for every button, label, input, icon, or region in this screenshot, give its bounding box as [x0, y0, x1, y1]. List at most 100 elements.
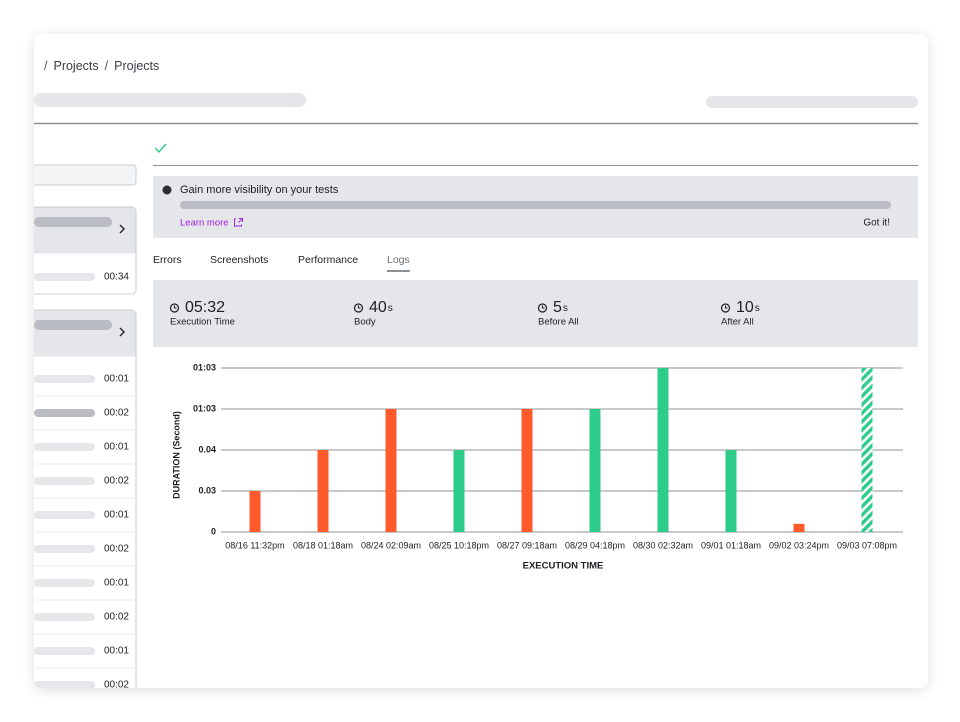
dismiss-button[interactable]: Got it! — [863, 218, 890, 229]
placeholder — [706, 96, 918, 108]
y-tick-label: 0 — [211, 526, 216, 536]
clock-icon — [537, 303, 548, 313]
content: Gain more visibility on your tests Learn… — [10, 59, 918, 691]
bar[interactable] — [589, 409, 601, 532]
placeholder — [34, 93, 306, 107]
stat-label: After All — [721, 317, 754, 328]
placeholder — [34, 320, 112, 330]
clock-icon — [720, 303, 731, 313]
test-duration[interactable]: 00:02 — [104, 544, 129, 555]
x-tick-label: 08/18 01:18am — [293, 540, 353, 550]
clock-hand — [542, 305, 545, 309]
stat-label: Body — [354, 317, 376, 328]
test-duration[interactable]: 00:01 — [104, 646, 129, 657]
placeholder — [34, 477, 95, 485]
test-duration[interactable]: 00:02 — [104, 612, 129, 623]
tab[interactable]: Screenshots — [210, 254, 268, 266]
placeholder — [34, 217, 112, 227]
tab[interactable]: Errors — [153, 254, 182, 266]
stat-number: 5 — [553, 299, 562, 316]
banner-title: Gain more visibility on your tests — [180, 184, 339, 196]
breadcrumb: / Projects / Projects — [44, 59, 159, 73]
clock-hand — [725, 305, 728, 309]
x-tick-label: 09/03 07:08pm — [837, 540, 897, 550]
check-icon — [154, 143, 167, 154]
stat-number: 40 — [369, 299, 387, 316]
bar[interactable] — [793, 523, 805, 532]
x-tick-label: 08/30 02:32am — [633, 540, 693, 550]
bar[interactable] — [385, 409, 397, 532]
breadcrumb-item[interactable]: Projects — [53, 59, 98, 73]
external-icon — [234, 218, 243, 227]
stat-value: 40s — [369, 299, 393, 316]
test-duration[interactable]: 00:02 — [104, 476, 129, 487]
x-tick-label: 08/25 10:18pm — [429, 540, 489, 550]
y-tick-label: 0.03 — [198, 485, 216, 495]
bar[interactable] — [657, 368, 669, 532]
y-tick-label: 01:03 — [193, 362, 216, 372]
group-header[interactable] — [11, 207, 136, 254]
x-tick-label: 09/02 03:24pm — [769, 540, 829, 550]
stat-number: 05:32 — [185, 299, 225, 316]
x-tick-label: 08/24 02:09am — [361, 540, 421, 550]
placeholder — [34, 613, 95, 621]
y-tick-label: 0.04 — [198, 444, 216, 454]
test-duration[interactable]: 00:34 — [104, 272, 129, 283]
stat-unit: s — [563, 303, 568, 314]
bar[interactable] — [725, 450, 737, 532]
x-tick-label: 08/27 09:18am — [497, 540, 557, 550]
breadcrumb-item[interactable]: Projects — [114, 59, 159, 73]
y-tick-label: 01:03 — [193, 403, 216, 413]
stats-panel — [153, 280, 918, 347]
search-box[interactable] — [10, 164, 137, 186]
x-tick-label: 09/01 01:18am — [701, 540, 761, 550]
clock-icon — [353, 303, 364, 313]
group-header[interactable] — [11, 310, 136, 357]
clock-hand — [358, 305, 361, 309]
bar[interactable] — [453, 450, 465, 532]
stat-number: 10 — [736, 299, 754, 316]
x-axis-title: EXECUTION TIME — [523, 561, 604, 572]
placeholder — [34, 579, 95, 587]
stat-unit: s — [755, 303, 760, 314]
placeholder — [34, 511, 95, 519]
info-icon — [162, 185, 172, 195]
chevron-icon — [119, 327, 126, 337]
placeholder — [34, 375, 95, 383]
clock-hand — [174, 305, 177, 309]
placeholder — [34, 409, 95, 417]
tab[interactable]: Logs — [387, 254, 410, 266]
placeholder — [34, 681, 95, 688]
stat-label: Before All — [538, 317, 579, 328]
x-tick-label: 08/16 11:32pm — [225, 540, 284, 550]
stat-value: 05:32 — [185, 299, 225, 316]
test-duration[interactable]: 00:02 — [104, 680, 129, 691]
placeholder — [180, 201, 891, 209]
placeholder — [34, 273, 95, 281]
stat-value: 5s — [553, 299, 568, 316]
bar[interactable] — [317, 450, 329, 532]
x-tick-label: 08/29 04:18pm — [565, 540, 625, 550]
stat-value: 10s — [736, 299, 760, 316]
placeholder — [34, 443, 95, 451]
test-duration[interactable]: 00:01 — [104, 442, 129, 453]
window — [34, 34, 928, 688]
bar[interactable] — [249, 491, 261, 532]
bar[interactable] — [861, 368, 873, 532]
test-duration[interactable]: 00:01 — [104, 510, 129, 521]
test-duration[interactable]: 00:01 — [104, 578, 129, 589]
chevron-icon — [119, 224, 126, 234]
learn-more-link[interactable]: Learn more — [180, 218, 229, 229]
tab[interactable]: Performance — [298, 254, 358, 266]
breadcrumb-separator: / — [105, 59, 109, 73]
y-axis-title: DURATION (Second) — [171, 411, 181, 499]
placeholder — [34, 647, 95, 655]
test-duration[interactable]: 00:01 — [104, 374, 129, 385]
stat-label: Execution Time — [170, 317, 235, 328]
clock-icon — [169, 303, 180, 313]
test-duration[interactable]: 00:02 — [104, 408, 129, 419]
breadcrumb-separator: / — [44, 59, 48, 73]
bar[interactable] — [521, 409, 533, 532]
